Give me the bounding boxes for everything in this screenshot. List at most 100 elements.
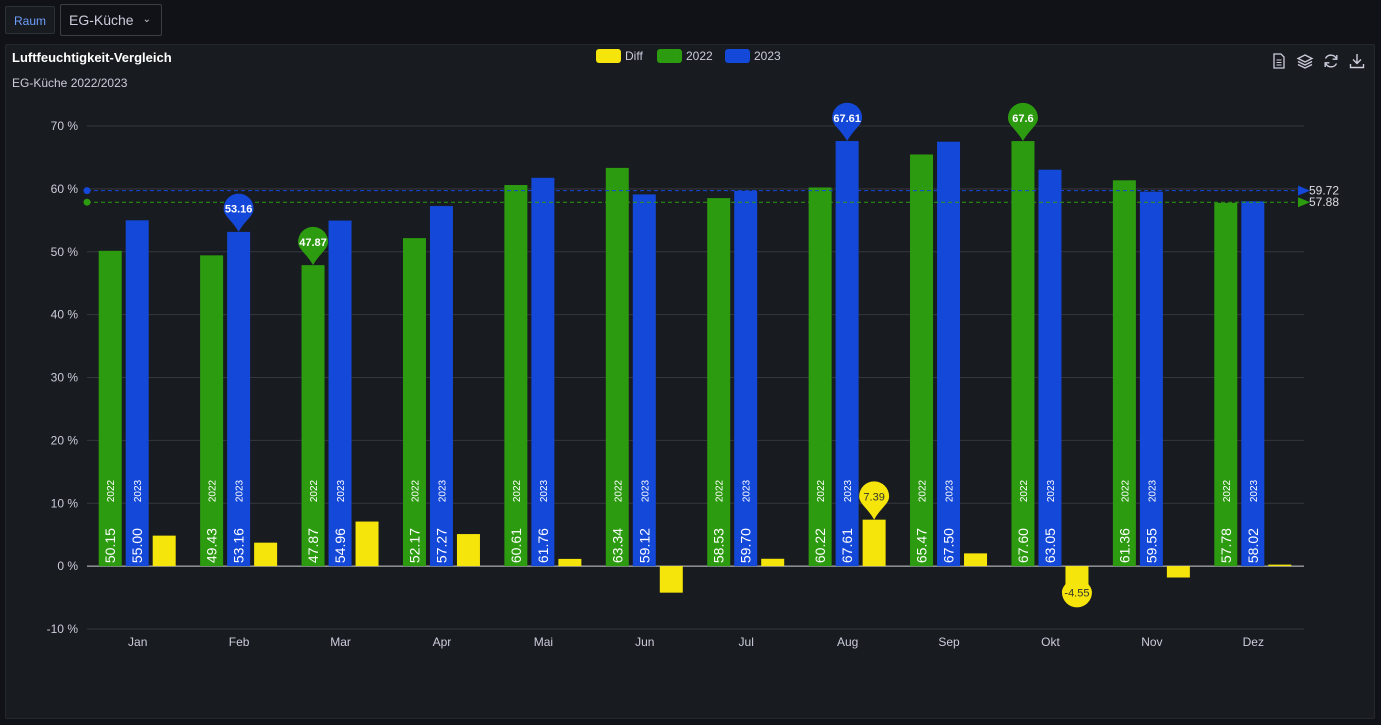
legend-swatch[interactable] xyxy=(657,49,682,63)
bar-value-label: 61.36 xyxy=(1116,528,1132,563)
bar-value-label: 50.15 xyxy=(102,528,118,563)
average-line-start xyxy=(83,187,91,195)
refresh-icon[interactable] xyxy=(1322,52,1340,70)
legend-label: 2023 xyxy=(754,49,781,63)
bar-2023[interactable] xyxy=(227,231,251,567)
value-pin-marker[interactable] xyxy=(298,226,329,266)
x-tick-label: Apr xyxy=(433,635,452,649)
bar-value-label: 67.61 xyxy=(839,528,855,563)
bar-series-label: 2023 xyxy=(1147,479,1158,502)
bar-diff[interactable] xyxy=(558,558,582,567)
x-tick-label: Feb xyxy=(229,635,250,649)
bar-value-label: 57.27 xyxy=(433,528,449,563)
x-tick-label: Jun xyxy=(635,635,654,649)
bar-series-label: 2022 xyxy=(1120,479,1131,502)
bar-value-label: 59.70 xyxy=(738,528,754,563)
bar-diff[interactable] xyxy=(659,566,683,593)
bar-diff[interactable] xyxy=(355,521,379,567)
bar-series-label: 2023 xyxy=(437,479,448,502)
bar-series-label: 2022 xyxy=(816,479,827,502)
y-tick-label: 20 % xyxy=(51,433,79,447)
bar-series-label: 2023 xyxy=(235,479,246,502)
x-tick-label: Sep xyxy=(938,635,960,649)
x-tick-label: Aug xyxy=(837,635,858,649)
bar-2022[interactable] xyxy=(808,187,832,567)
bar-2023[interactable] xyxy=(531,177,555,567)
bar-2022[interactable] xyxy=(910,154,934,567)
y-tick-label: -10 % xyxy=(47,622,79,636)
value-pin-label: 67.6 xyxy=(1012,113,1033,125)
bar-value-label: 63.05 xyxy=(1042,528,1058,563)
layers-icon[interactable] xyxy=(1296,52,1314,70)
bar-series-label: 2023 xyxy=(945,479,956,502)
variable-label: Raum xyxy=(5,6,55,34)
bar-2022[interactable] xyxy=(1214,202,1238,567)
value-pin-label: 67.61 xyxy=(833,113,861,125)
bar-2023[interactable] xyxy=(632,194,656,567)
bar-series-label: 2022 xyxy=(715,479,726,502)
download-icon[interactable] xyxy=(1348,52,1366,70)
bar-series-label: 2022 xyxy=(208,479,219,502)
bar-2022[interactable] xyxy=(1011,141,1035,567)
bar-value-label: 67.50 xyxy=(941,528,957,563)
bar-2023[interactable] xyxy=(429,206,453,567)
value-pin-marker[interactable] xyxy=(1061,569,1092,608)
bar-diff[interactable] xyxy=(254,542,278,567)
y-tick-label: 60 % xyxy=(51,182,79,196)
bar-series-label: 2022 xyxy=(106,479,117,502)
bar-2022[interactable] xyxy=(1112,180,1136,567)
y-tick-label: 0 % xyxy=(57,559,78,573)
x-tick-label: Jan xyxy=(128,635,147,649)
bar-diff[interactable] xyxy=(152,535,176,567)
bar-2023[interactable] xyxy=(835,141,859,567)
bar-series-label: 2022 xyxy=(613,479,624,502)
bar-2023[interactable] xyxy=(937,141,961,567)
bar-2023[interactable] xyxy=(328,220,352,567)
bar-2022[interactable] xyxy=(301,265,325,567)
bar-2023[interactable] xyxy=(1241,201,1265,567)
value-pin-label: 53.16 xyxy=(225,204,253,216)
bar-value-label: 61.76 xyxy=(535,528,551,563)
value-pin-label: 7.39 xyxy=(863,491,884,503)
bar-value-label: 60.61 xyxy=(508,528,524,563)
bar-series-label: 2023 xyxy=(539,479,550,502)
value-pin-marker[interactable] xyxy=(1007,102,1038,142)
legend-swatch[interactable] xyxy=(596,49,621,63)
bar-series-label: 2022 xyxy=(1019,479,1030,502)
x-tick-label: Dez xyxy=(1243,635,1264,649)
bar-diff[interactable] xyxy=(1166,566,1190,578)
bar-diff[interactable] xyxy=(862,519,886,567)
room-select[interactable]: EG-Küche ⌄ xyxy=(60,4,162,36)
value-pin-marker[interactable] xyxy=(832,102,863,142)
bar-value-label: 47.87 xyxy=(305,528,321,563)
bar-series-label: 2023 xyxy=(843,479,854,502)
document-icon[interactable] xyxy=(1270,52,1288,70)
bar-2023[interactable] xyxy=(125,220,149,567)
y-tick-label: 40 % xyxy=(51,308,79,322)
bar-2023[interactable] xyxy=(734,190,758,567)
panel-toolbar xyxy=(1270,52,1366,70)
legend-swatch[interactable] xyxy=(725,49,750,63)
bar-diff[interactable] xyxy=(761,558,785,567)
bar-diff[interactable] xyxy=(964,553,988,567)
value-pin-marker[interactable] xyxy=(859,481,890,520)
bar-diff[interactable] xyxy=(1268,564,1292,567)
bar-2022[interactable] xyxy=(200,255,224,567)
bar-2022[interactable] xyxy=(98,250,122,567)
bar-2022[interactable] xyxy=(402,238,426,567)
bar-2022[interactable] xyxy=(707,198,731,567)
x-tick-label: Mar xyxy=(330,635,351,649)
bar-2022[interactable] xyxy=(504,185,528,567)
bar-diff[interactable] xyxy=(456,534,480,567)
bar-value-label: 65.47 xyxy=(914,528,930,563)
bar-2023[interactable] xyxy=(1139,191,1163,567)
bar-2022[interactable] xyxy=(605,167,629,567)
y-tick-label: 70 % xyxy=(51,119,79,133)
value-pin-marker[interactable] xyxy=(223,193,254,232)
bar-2023[interactable] xyxy=(1038,169,1062,567)
average-line-label: 59.72 xyxy=(1309,184,1339,198)
bar-series-label: 2023 xyxy=(742,479,753,502)
bar-series-label: 2023 xyxy=(640,479,651,502)
bar-series-label: 2023 xyxy=(133,479,144,502)
